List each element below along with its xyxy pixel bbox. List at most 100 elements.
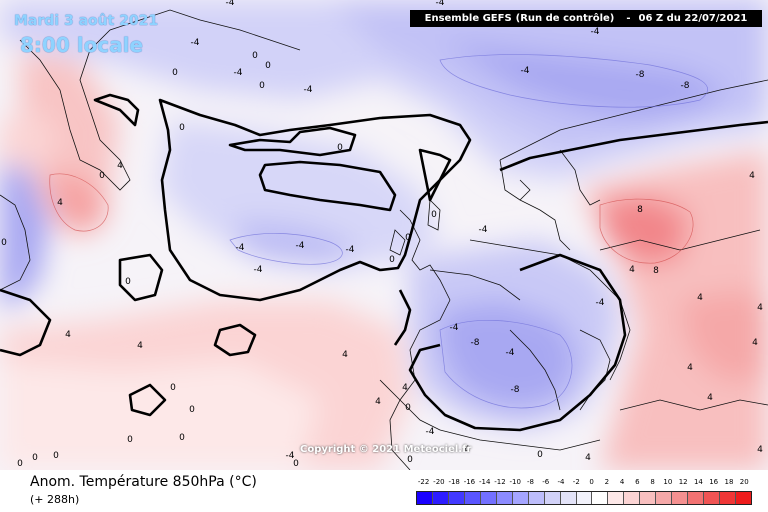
- scale-swatch: [496, 492, 513, 504]
- scale-label: -16: [463, 478, 476, 486]
- map-label: 4: [697, 293, 703, 303]
- map-label: 0: [99, 171, 105, 181]
- map-label: 0: [293, 459, 299, 469]
- map-label: 4: [757, 445, 763, 455]
- map-label: 4: [137, 341, 143, 351]
- run-time: 06 Z du 22/07/2021: [638, 13, 748, 24]
- scale-label: 6: [635, 478, 640, 486]
- map-label: 0: [179, 123, 185, 133]
- color-scale-legend: -22 -20 -18 -16 -14 -12 -10 -8 -6 -4 -2 0 2 4 6 8 10 12 14…: [416, 478, 752, 508]
- map-label: -4: [506, 348, 515, 358]
- temperature-anomaly-map: -4 -4 0 0 -4 0 -4 -4 -8 -8 -4 -4 0 4 0 4…: [0, 0, 768, 470]
- map-label: 0: [537, 450, 543, 460]
- map-label: -8: [681, 81, 690, 91]
- model-name: Ensemble GEFS: [424, 13, 512, 24]
- map-label: 0: [407, 455, 413, 465]
- color-scale-labels: -22 -20 -18 -16 -14 -12 -10 -8 -6 -4 -2 0 2 4 6 8 10 12 14…: [416, 478, 752, 490]
- color-scale-bar: [416, 491, 752, 505]
- map-label: 0: [259, 81, 265, 91]
- scale-swatch: [432, 492, 449, 504]
- scale-swatch: [576, 492, 593, 504]
- scale-label: -20: [433, 478, 445, 486]
- map-label: -8: [511, 385, 520, 395]
- scale-swatch: [624, 492, 641, 504]
- map-label: -4: [591, 27, 600, 37]
- map-label: 4: [749, 171, 755, 181]
- run-separator: -: [626, 13, 631, 24]
- map-label: -4: [234, 68, 243, 78]
- map-label: 4: [757, 303, 763, 313]
- map-label: 0: [265, 61, 271, 71]
- map-label: 0: [1, 238, 7, 248]
- map-value-labels: -4 -4 0 0 -4 0 -4 -4 -8 -8 -4 -4 0 4 0 4…: [1, 0, 763, 469]
- scale-swatch: [464, 492, 481, 504]
- map-label: 4: [464, 445, 470, 455]
- map-label: 0: [125, 277, 131, 287]
- map-label: -4: [479, 225, 488, 235]
- map-label: -4: [254, 265, 263, 275]
- map-label: -4: [286, 451, 295, 461]
- map-label: 0: [405, 233, 411, 243]
- scale-swatch: [560, 492, 577, 504]
- scale-swatch: [640, 492, 657, 504]
- scale-swatch: [656, 492, 673, 504]
- map-label: -4: [296, 241, 305, 251]
- scale-swatch: [417, 492, 433, 504]
- map-label: 8: [653, 266, 659, 276]
- map-label: 0: [189, 405, 195, 415]
- map-label: -4: [450, 323, 459, 333]
- map-label: -8: [471, 338, 480, 348]
- scale-label: 10: [663, 478, 673, 486]
- map-label: -8: [636, 70, 645, 80]
- scale-label: 16: [709, 478, 719, 486]
- forecast-date: Mardi 3 août 2021: [14, 13, 159, 29]
- scale-label: 20: [739, 478, 749, 486]
- map-label: 0: [17, 459, 23, 469]
- copyright-notice: Copyright © 2021 Meteociel.fr: [300, 444, 472, 455]
- scale-label: -2: [572, 478, 580, 486]
- run-description: (Run de contrôle): [515, 13, 615, 24]
- scale-swatch: [512, 492, 529, 504]
- map-label: 4: [402, 383, 408, 393]
- scale-label: -22: [417, 478, 430, 486]
- scale-label: -12: [494, 478, 506, 486]
- map-label: 4: [752, 338, 758, 348]
- map-label: -4: [436, 0, 445, 8]
- map-label: 4: [342, 350, 348, 360]
- map-label: -4: [304, 85, 313, 95]
- forecast-hour: (+ 288h): [30, 493, 80, 506]
- map-label: 0: [172, 68, 178, 78]
- scale-swatch: [736, 492, 752, 504]
- map-label: 4: [65, 330, 71, 340]
- scale-swatch: [592, 492, 609, 504]
- map-label: 0: [431, 210, 437, 220]
- map-label: 0: [53, 451, 59, 461]
- coastlines: [0, 9, 768, 470]
- map-label: 8: [637, 205, 643, 215]
- map-label: 4: [375, 397, 381, 407]
- scale-label: -4: [557, 478, 565, 486]
- zero-anomaly-contours: [0, 93, 768, 432]
- map-label: 4: [707, 393, 713, 403]
- map-label: 0: [170, 383, 176, 393]
- map-label: 4: [629, 265, 635, 275]
- scale-swatch: [720, 492, 737, 504]
- map-label: 0: [337, 143, 343, 153]
- map-label: 4: [57, 198, 63, 208]
- map-label: 0: [32, 453, 38, 463]
- scale-label: 8: [650, 478, 655, 486]
- map-label: 4: [117, 161, 123, 171]
- map-label: 4: [687, 363, 693, 373]
- map-label: -4: [596, 298, 605, 308]
- scale-swatch: [688, 492, 705, 504]
- scale-swatch: [528, 492, 545, 504]
- scale-label: -18: [448, 478, 460, 486]
- scale-swatch: [448, 492, 465, 504]
- anomaly-contours: [229, 54, 708, 409]
- scale-swatch: [544, 492, 561, 504]
- map-label: 0: [127, 435, 133, 445]
- map-label: -4: [226, 0, 235, 8]
- map-label: 0: [405, 403, 411, 413]
- run-info-banner: Ensemble GEFS (Run de contrôle) -06 Z du 2…: [410, 10, 762, 27]
- map-label: 4: [585, 453, 591, 463]
